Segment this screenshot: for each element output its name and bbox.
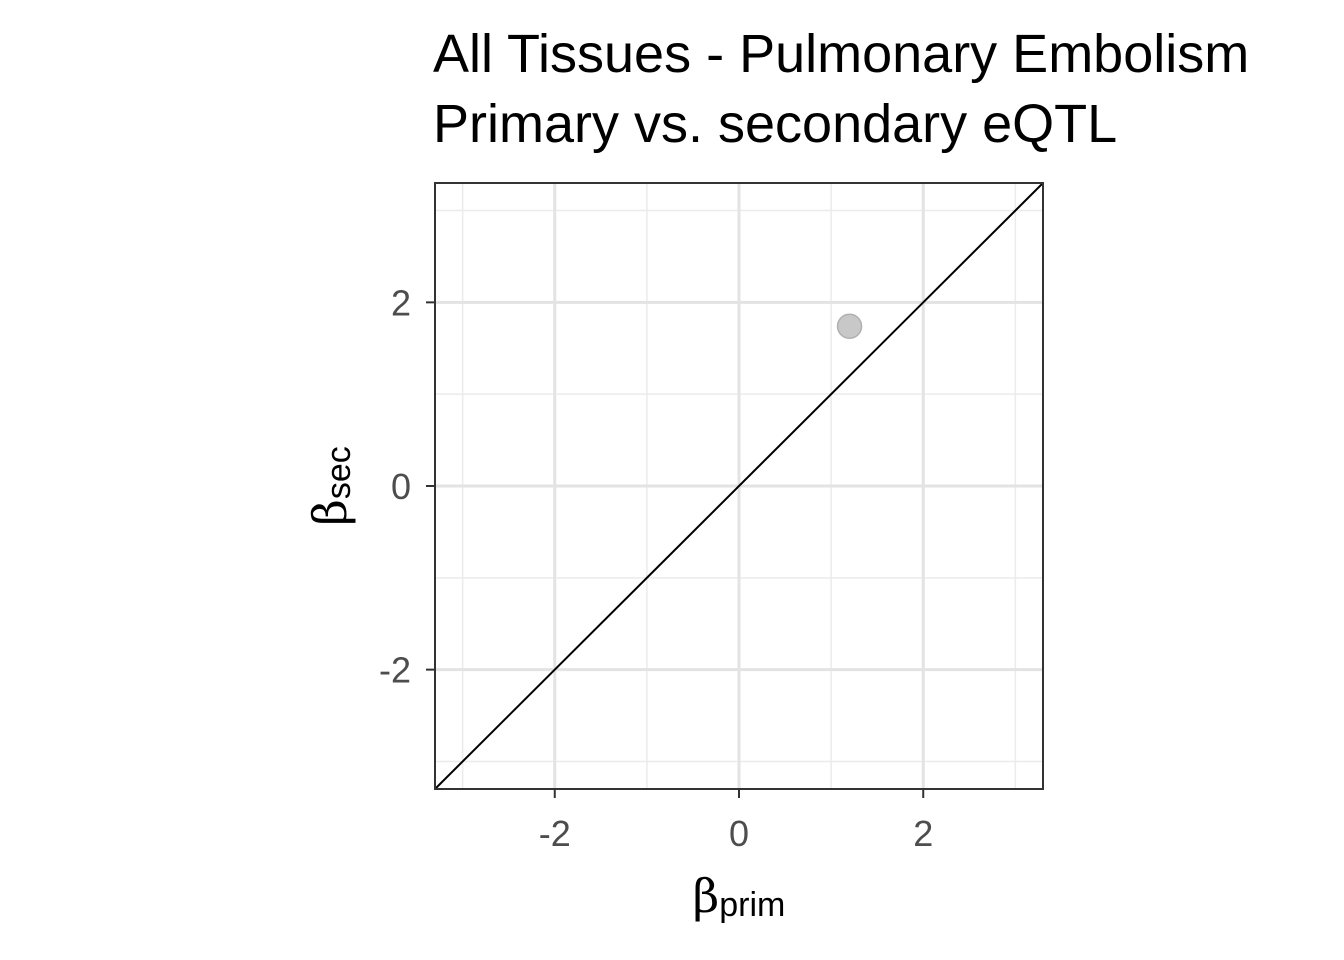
y-axis-ticks: -2 0 2 [379,282,435,691]
x-axis-ticks: -2 0 2 [539,789,933,854]
chart-title-line-1: All Tissues - Pulmonary Embolism [433,24,1249,84]
y-axis-subscript: sec [320,446,358,499]
data-points [836,313,863,339]
x-axis-label: βprim [693,869,786,924]
data-point [836,313,863,339]
y-axis-label: βsec [303,446,358,526]
identity-reference-line [434,182,1044,790]
y-axis-symbol: β [303,499,357,526]
chart-title-line-2: Primary vs. secondary eQTL [433,94,1117,154]
x-axis-subscript: prim [719,886,785,924]
x-tick-label: 2 [913,813,933,854]
x-tick-label: -2 [539,813,571,854]
y-tick-label: 2 [391,282,411,323]
x-axis-symbol: β [693,869,720,923]
y-tick-label: 0 [391,466,411,507]
x-tick-label: 0 [729,813,749,854]
reference-line-group [434,182,1044,790]
y-tick-label: -2 [379,650,411,691]
